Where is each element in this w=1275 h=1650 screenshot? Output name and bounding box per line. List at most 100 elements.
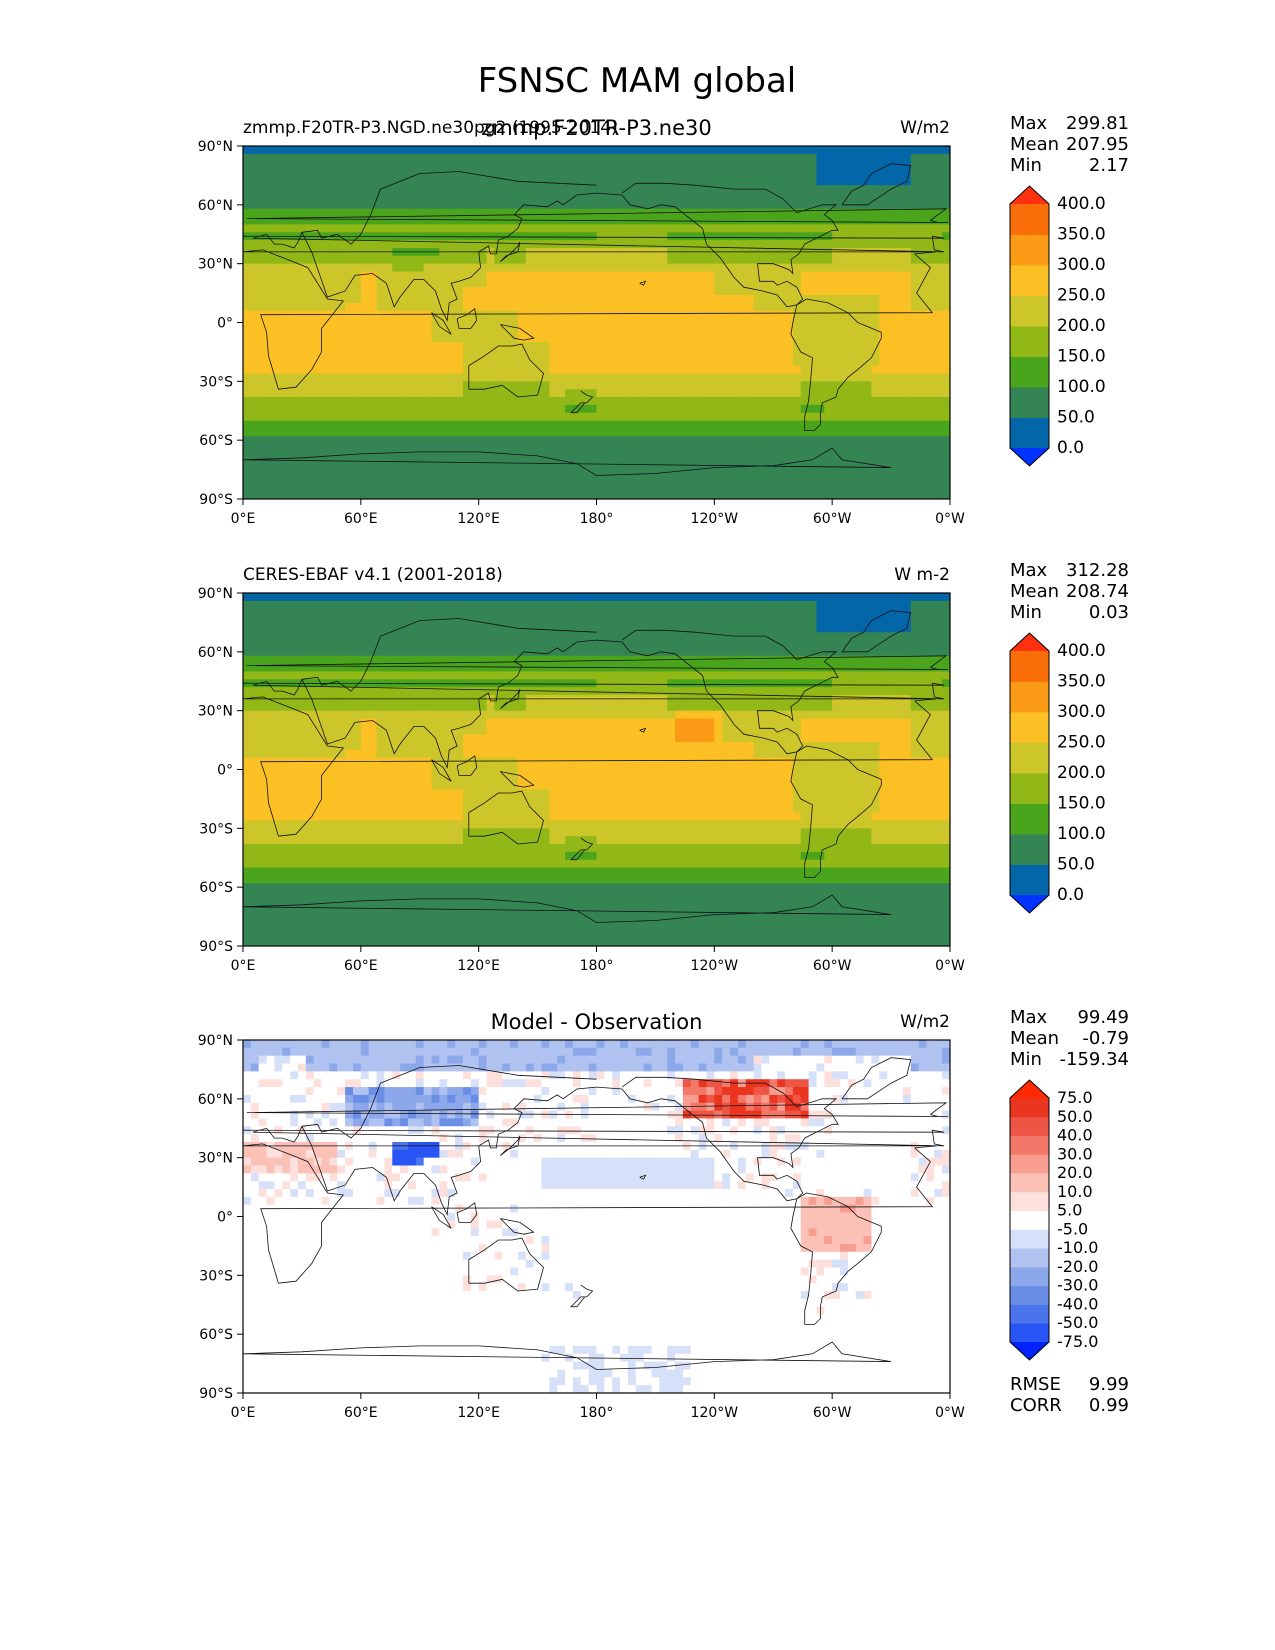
grid-cell bbox=[282, 224, 291, 233]
grid-cell bbox=[517, 632, 527, 641]
grid-cell bbox=[478, 483, 488, 492]
grid-cell bbox=[769, 146, 778, 155]
grid-cell bbox=[627, 451, 637, 461]
grid-cell bbox=[675, 412, 684, 422]
grid-cell bbox=[407, 655, 417, 665]
grid-cell bbox=[855, 193, 865, 202]
grid-cell bbox=[824, 302, 833, 312]
grid-cell bbox=[698, 342, 708, 351]
grid-cell bbox=[250, 600, 260, 610]
grid-cell bbox=[887, 185, 896, 194]
grid-cell bbox=[384, 647, 393, 657]
grid-cell bbox=[407, 483, 417, 492]
grid-cell bbox=[321, 444, 331, 453]
grid-cell bbox=[659, 624, 668, 633]
grid-cell bbox=[698, 451, 708, 461]
grid-cell bbox=[360, 640, 370, 649]
grid-cell bbox=[682, 295, 692, 304]
grid-cell bbox=[596, 342, 605, 351]
grid-cell bbox=[667, 616, 676, 625]
grid-cell bbox=[824, 177, 833, 186]
grid-cell bbox=[517, 240, 527, 249]
grid-cell bbox=[604, 467, 613, 477]
grid-cell bbox=[871, 232, 880, 241]
grid-cell bbox=[792, 365, 802, 375]
grid-cell bbox=[659, 240, 668, 249]
grid-cell bbox=[942, 624, 950, 633]
grid-cell bbox=[368, 193, 378, 202]
grid-cell bbox=[243, 193, 252, 202]
grid-cell bbox=[478, 428, 488, 437]
grid-cell bbox=[439, 483, 448, 492]
grid-cell bbox=[620, 232, 629, 241]
grid-cell bbox=[895, 349, 904, 359]
grid-cell bbox=[313, 146, 323, 155]
grid-cell bbox=[352, 326, 362, 335]
grid-cell bbox=[730, 263, 739, 273]
grid-cell bbox=[313, 255, 323, 265]
grid-cell bbox=[376, 357, 385, 367]
grid-cell bbox=[737, 483, 747, 492]
grid-cell bbox=[494, 185, 503, 194]
grid-cell bbox=[832, 593, 841, 602]
grid-cell bbox=[808, 640, 818, 649]
grid-cell bbox=[510, 200, 519, 210]
grid-cell bbox=[808, 185, 818, 194]
grid-cell bbox=[439, 647, 448, 657]
grid-cell bbox=[612, 491, 621, 499]
grid-cell bbox=[565, 310, 574, 320]
grid-cell bbox=[832, 232, 841, 241]
grid-cell bbox=[580, 185, 590, 194]
grid-cell bbox=[580, 655, 590, 665]
grid-cell bbox=[549, 647, 558, 657]
grid-cell bbox=[305, 153, 315, 163]
grid-cell bbox=[879, 640, 888, 649]
grid-cell bbox=[510, 593, 519, 602]
grid-cell bbox=[643, 200, 653, 210]
grid-cell bbox=[777, 444, 786, 453]
grid-cell bbox=[847, 373, 857, 382]
grid-cell bbox=[478, 397, 488, 406]
colorbar: 0.050.0100.0150.0200.0250.0300.0350.0400… bbox=[1009, 185, 1106, 467]
grid-cell bbox=[282, 326, 291, 335]
grid-cell bbox=[855, 255, 865, 265]
grid-cell bbox=[384, 608, 393, 618]
grid-cell bbox=[494, 491, 503, 499]
grid-cell bbox=[918, 216, 928, 226]
grid-cell bbox=[580, 397, 590, 406]
grid-cell bbox=[604, 208, 613, 218]
grid-cell bbox=[722, 632, 731, 641]
grid-cell bbox=[580, 169, 590, 178]
grid-cell bbox=[792, 255, 802, 265]
grid-cell bbox=[423, 600, 433, 610]
grid-cell bbox=[627, 342, 637, 351]
grid-cell bbox=[447, 342, 456, 351]
grid-cell bbox=[384, 600, 393, 610]
grid-cell bbox=[447, 640, 456, 649]
grid-cell bbox=[855, 169, 865, 178]
grid-cell bbox=[384, 193, 393, 202]
grid-cell bbox=[439, 412, 448, 422]
grid-cell bbox=[250, 444, 260, 453]
grid-cell bbox=[297, 404, 307, 414]
grid-cell bbox=[690, 287, 700, 296]
grid-cell bbox=[840, 444, 849, 453]
grid-cell bbox=[368, 428, 378, 437]
grid-cell bbox=[392, 373, 401, 382]
grid-cell bbox=[266, 381, 276, 390]
grid-cell bbox=[682, 467, 692, 477]
grid-cell bbox=[730, 224, 739, 233]
panel-obs: CERES-EBAF v4.1 (2001-2018) W m-290°N60°N… bbox=[198, 560, 1129, 974]
grid-cell bbox=[651, 381, 660, 390]
grid-cell bbox=[926, 616, 935, 625]
grid-cell bbox=[895, 177, 904, 186]
grid-cell bbox=[407, 459, 417, 469]
grid-cell bbox=[423, 467, 433, 477]
grid-cell bbox=[360, 216, 370, 226]
grid-cell bbox=[337, 193, 346, 202]
grid-cell bbox=[635, 444, 645, 453]
grid-cell bbox=[627, 640, 637, 649]
grid-cell bbox=[313, 475, 323, 484]
grid-cell bbox=[580, 475, 590, 484]
grid-cell bbox=[478, 302, 488, 312]
